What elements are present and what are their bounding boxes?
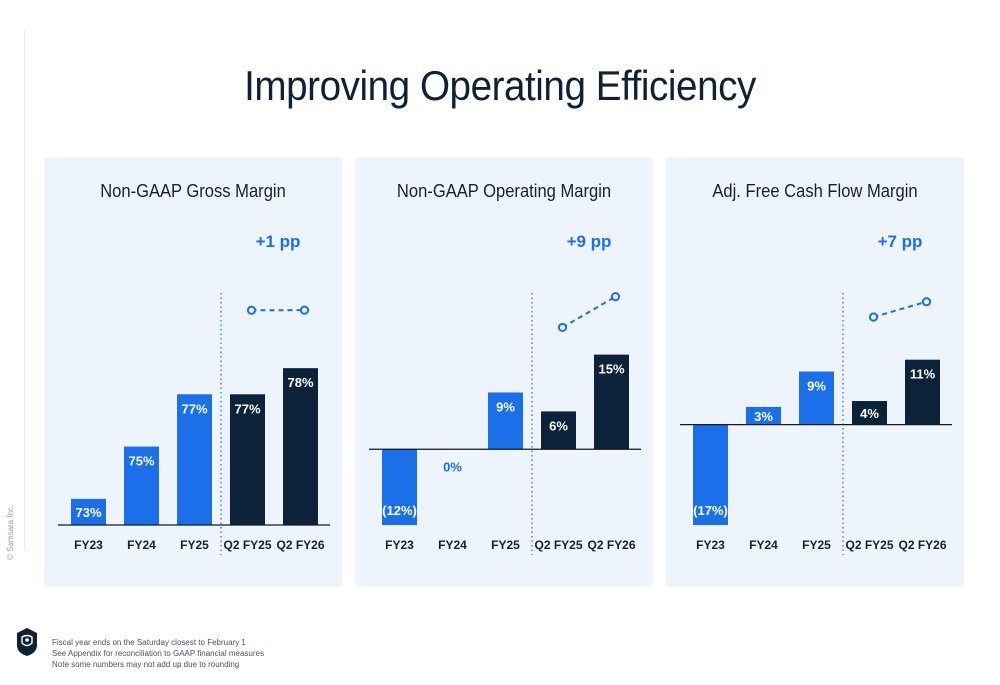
chart-panel-gross-margin: Non-GAAP Gross Margin 73% FY23 75% FY24 77% F… (44, 157, 342, 587)
data-label: (12%) (382, 503, 417, 518)
data-label: 77% (234, 401, 260, 416)
tick-label: FY23 (696, 538, 725, 552)
data-label: 75% (128, 454, 154, 469)
page-title: Improving Operating Efficiency (244, 62, 756, 109)
bar (71, 498, 106, 525)
tick-label: FY23 (385, 538, 414, 552)
delta-label: +1 pp (256, 232, 301, 251)
data-label: 15% (598, 362, 624, 377)
data-label: 6% (549, 418, 568, 433)
bar (124, 446, 159, 525)
bar (541, 411, 576, 450)
delta-marker-end (299, 305, 310, 315)
chart-title: Non-GAAP Gross Margin (100, 181, 286, 201)
left-rule (24, 30, 25, 550)
tick-label: Q2 FY25 (534, 538, 582, 552)
tick-label: Q2 FY25 (223, 538, 271, 552)
tick-label: FY23 (74, 538, 103, 552)
data-label: 0% (443, 459, 462, 474)
delta-marker-start (868, 312, 879, 322)
delta-marker-start (246, 305, 257, 315)
footnotes: Fiscal year ends on the Saturday closest… (52, 637, 264, 670)
delta-label: +7 pp (878, 232, 923, 251)
bar (746, 406, 781, 425)
data-label: 77% (181, 401, 207, 416)
chart-gross-margin: 73% FY23 75% FY24 77% FY25 77% Q2 FY25 78% Q2 FY2… (58, 232, 330, 555)
tick-label: Q2 FY26 (587, 538, 635, 552)
tick-label: FY25 (802, 538, 831, 552)
delta-marker-end (921, 297, 932, 307)
chart-panel-fcf-margin: Adj. Free Cash Flow Margin (17%) FY23 3% FY… (666, 157, 964, 587)
delta-marker-start (557, 322, 568, 333)
bar (852, 401, 887, 425)
tick-label: Q2 FY26 (898, 538, 946, 552)
chart-operating-margin: (12%) FY23 0% FY24 9% FY25 6% Q2 FY25 15% Q2 FY26… (369, 232, 641, 555)
data-label: 78% (287, 375, 313, 390)
samsara-logo-icon (17, 628, 37, 656)
tick-label: FY25 (491, 538, 520, 552)
bar (594, 354, 629, 450)
delta-connector (873, 300, 927, 318)
tick-label: FY24 (438, 538, 467, 552)
footnote: Fiscal year ends on the Saturday closest… (52, 638, 246, 647)
chart-title: Non-GAAP Operating Margin (396, 181, 612, 201)
data-label: 9% (496, 399, 515, 414)
tick-label: FY25 (180, 538, 209, 552)
bar (799, 371, 834, 425)
data-label: 9% (807, 379, 826, 394)
bar (488, 392, 523, 450)
bar (905, 359, 940, 425)
delta-label: +9 pp (567, 232, 612, 251)
delta-marker-end (610, 292, 621, 302)
data-label: 3% (754, 409, 773, 424)
bar (283, 368, 318, 525)
data-label: 4% (860, 406, 879, 421)
chart-title: Adj. Free Cash Flow Margin (712, 181, 918, 201)
bar (382, 449, 417, 525)
footnote: See Appendix for reconciliation to GAAP … (52, 649, 264, 658)
bar (230, 394, 265, 525)
data-label: 73% (75, 505, 101, 520)
tick-label: Q2 FY26 (276, 538, 324, 552)
tick-label: Q2 FY25 (845, 538, 893, 552)
data-label: (17%) (693, 503, 728, 518)
chart-panel-operating-margin: Non-GAAP Operating Margin (12%) FY23 0% FY2… (355, 157, 653, 587)
bar (177, 394, 212, 525)
data-label: 11% (910, 367, 936, 382)
tick-label: FY24 (127, 538, 156, 552)
footnote: Note some numbers may not add up due to … (52, 660, 240, 669)
tick-label: FY24 (749, 538, 778, 552)
delta-connector (561, 295, 617, 329)
chart-fcf-margin: (17%) FY23 3% FY24 9% FY25 4% Q2 FY25 11% Q2 FY26… (680, 232, 952, 555)
bar (693, 424, 728, 525)
